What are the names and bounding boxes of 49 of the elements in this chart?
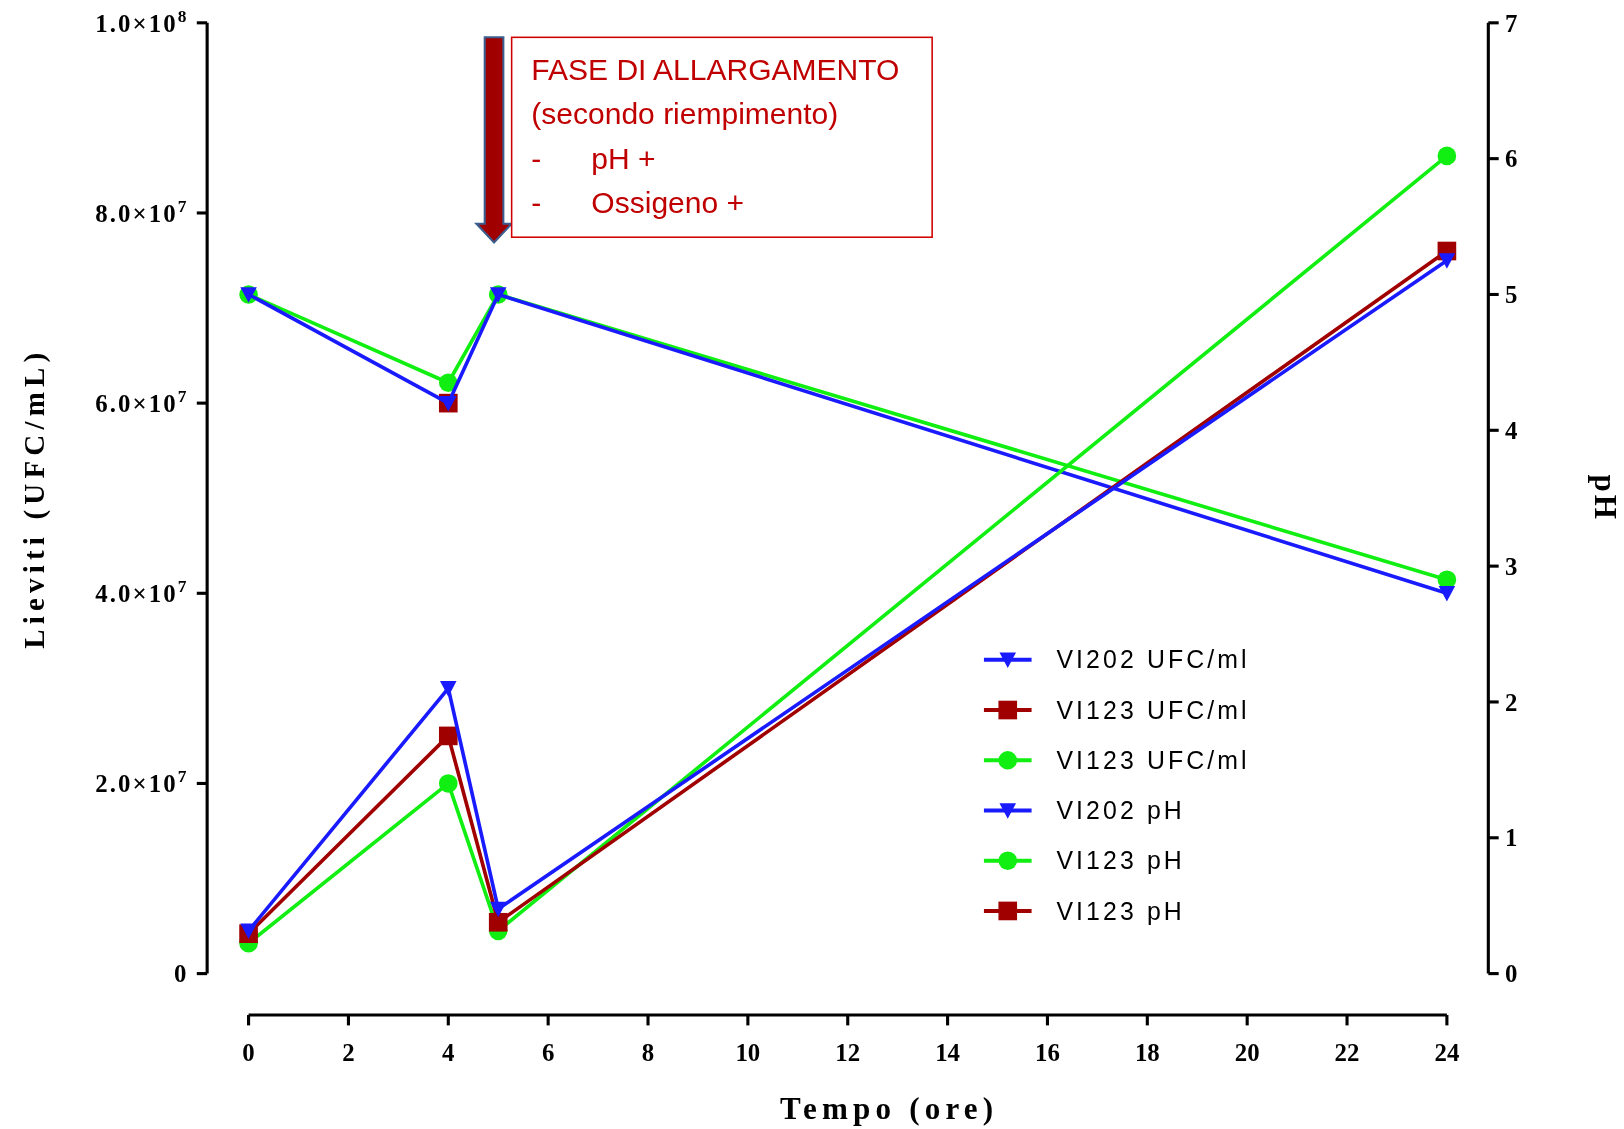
point [1437,146,1457,166]
legend-label: VI123 pH [1056,897,1185,925]
legend-label: VI123 UFC/ml [1056,746,1250,774]
x-tick-label: 0 [242,1038,255,1066]
x-tick-label: 24 [1434,1038,1460,1066]
point [438,373,458,393]
y2-tick-label: 5 [1504,281,1518,309]
point [440,681,457,697]
x-tick-label: 22 [1334,1038,1360,1066]
x-tick-label: 8 [641,1038,655,1066]
y2-tick-label: 3 [1504,552,1518,580]
point [489,901,507,918]
point [488,912,508,932]
legend-label: VI202 pH [1056,797,1185,825]
y2-axis-title: pH [1588,474,1623,523]
y-tick-label: 2.0×10$^{7}$ [95,766,189,798]
y-tick-label: 0 [174,960,189,988]
y2-tick-label: 1 [1504,824,1518,852]
legend-label: VI202 UFC/ml [1056,646,1250,674]
point [438,774,458,793]
x-tick-label: 10 [735,1038,761,1066]
x-tick-label: 4 [442,1038,455,1066]
y-axis-title: Lieviti (UFC/mL) [17,347,51,649]
x-tick-label: 20 [1234,1038,1260,1066]
annotation: FASE DI ALLARGAMENTO [531,52,900,86]
annotation: - Ossigeno + [531,186,745,220]
y-tick-label: 4.0×10$^{7}$ [95,575,189,607]
x-tick-label: 6 [541,1038,555,1066]
point [1438,253,1456,269]
legend-label: VI123 UFC/ml [1056,696,1250,724]
x-tick-label: 2 [342,1038,355,1066]
y-tick-label: 6.0×10$^{7}$ [95,385,189,417]
annotation: (secondo riempimento) [531,97,839,131]
y-tick-label: 1.0×10$^{8}$ [95,5,189,37]
y2-tick-label: 6 [1504,145,1518,173]
y2-tick-label: 4 [1504,417,1518,444]
x-tick-label: 16 [1035,1038,1060,1066]
x-tick-label: 14 [935,1038,961,1066]
point [438,726,458,746]
legend-label: VI123 pH [1056,847,1185,875]
x-axis-title: Tempo (ore) [780,1090,999,1126]
x-tick-label: 18 [1134,1038,1160,1066]
point [1438,586,1456,602]
y-tick-label: 8.0×10$^{7}$ [95,195,189,227]
y2-tick-label: 2 [1504,688,1518,716]
annotation: - pH + [531,141,656,175]
y2-tick-label: 7 [1504,9,1518,37]
x-tick-label: 12 [835,1038,861,1066]
y2-tick-label: 0 [1504,960,1518,988]
